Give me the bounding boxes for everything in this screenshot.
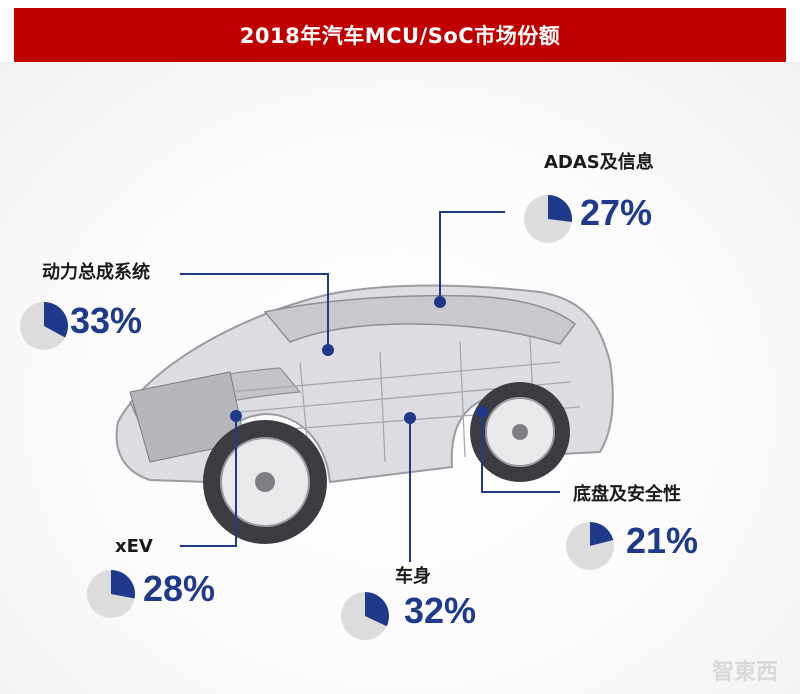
title-bar: 2018年汽车MCU/SoC市场份额	[14, 8, 786, 62]
leader-chassis	[481, 412, 560, 493]
diagram-stage: ADAS及信息 27% 动力总成系统 33% 底盘及安全性 21% xEV 28…	[0, 62, 800, 694]
pct-body: 32%	[404, 590, 477, 631]
label-chassis: 底盘及安全性	[573, 484, 681, 505]
pct-powertrain: 33%	[70, 300, 143, 341]
pie-chassis	[566, 522, 614, 570]
dot-body	[404, 412, 416, 424]
label-body: 车身	[395, 566, 431, 587]
pie-slice-xev	[111, 570, 135, 599]
label-adas: ADAS及信息	[544, 152, 654, 173]
leader-adas	[439, 211, 505, 302]
watermark-logo: 智東西	[711, 660, 778, 685]
pie-body	[341, 592, 389, 640]
dot-powertrain	[322, 344, 334, 356]
pie-adas	[524, 195, 572, 243]
dot-xev	[230, 410, 242, 422]
leader-xev	[180, 416, 237, 547]
pie-slice-adas	[548, 195, 572, 223]
pie-slice-powertrain	[44, 302, 68, 338]
pct-xev: 28%	[143, 568, 216, 609]
dot-chassis	[476, 406, 488, 418]
label-xev: xEV	[115, 536, 153, 557]
pie-xev	[87, 570, 135, 618]
pie-slice-body	[365, 592, 389, 627]
pct-adas: 27%	[580, 192, 653, 233]
page-title: 2018年汽车MCU/SoC市场份额	[239, 24, 561, 48]
leader-powertrain	[180, 273, 329, 350]
pie-powertrain	[20, 302, 68, 350]
car-illustration	[115, 211, 614, 562]
label-powertrain: 动力总成系统	[42, 262, 150, 283]
pct-chassis: 21%	[626, 520, 699, 561]
pie-slice-chassis	[590, 522, 614, 546]
dot-adas	[434, 296, 446, 308]
